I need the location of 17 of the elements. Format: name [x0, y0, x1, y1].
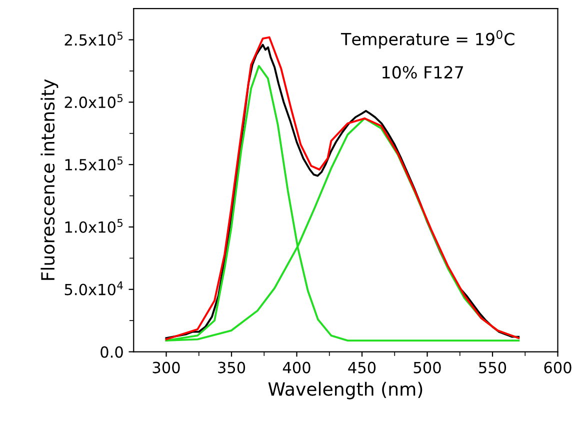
x-tick-label: 500 — [414, 362, 441, 374]
y-tick-label: 1.0x10$^{5}$ — [65, 219, 123, 233]
x-tick-label: 600 — [544, 362, 572, 374]
x-axis-title: Wavelength (nm) — [268, 382, 422, 400]
x-tick-label: 550 — [479, 362, 506, 374]
x-tick-label: 300 — [152, 362, 180, 374]
y-tick-label: 2.0x10$^{5}$ — [64, 94, 123, 108]
x-tick-label: 350 — [218, 362, 246, 374]
y-tick-label: 2.5x10$^{5}$ — [64, 32, 123, 46]
y-tick-label: 0.0 — [100, 346, 123, 358]
x-tick-label: 400 — [282, 362, 310, 374]
y-axis-title: Fluorescence intensity — [40, 79, 58, 280]
y-tick-label: 1.5x10$^{5}$ — [65, 156, 123, 170]
y-tick-label: 5.0x10$^{4}$ — [64, 281, 123, 296]
x-tick-label: 450 — [348, 362, 376, 374]
annotation: 10% F127 — [382, 66, 464, 79]
annotation: Temperature = 19$^{0}$C — [340, 30, 514, 49]
